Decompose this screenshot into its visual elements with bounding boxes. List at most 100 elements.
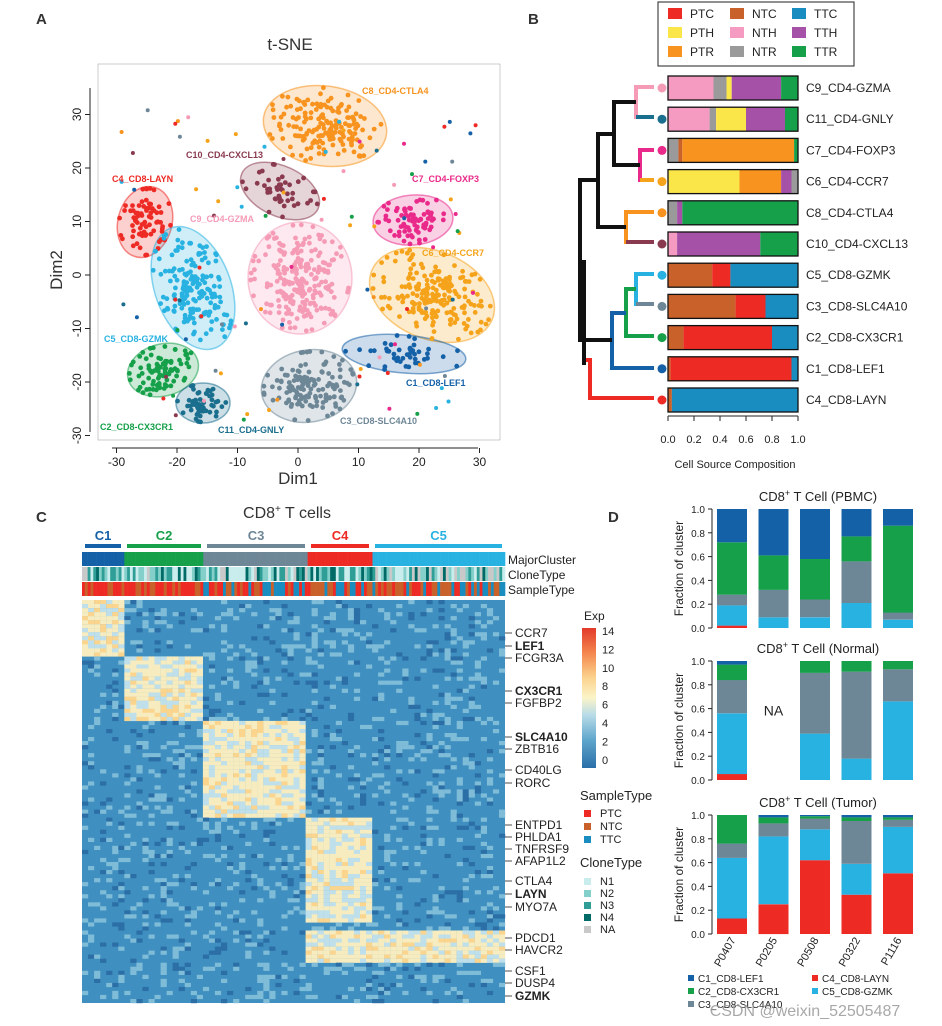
track-cell: [101, 582, 105, 596]
heatmap-cell: [353, 890, 361, 895]
heatmap-cell: [486, 938, 494, 943]
tsne-point: [256, 258, 262, 264]
heatmap-cell: [142, 624, 149, 629]
heatmap-cell: [88, 797, 95, 802]
heatmap-cell: [263, 999, 270, 1004]
heatmap-cell: [450, 765, 457, 770]
heatmap-cell: [426, 914, 433, 919]
heatmap-cell: [347, 833, 355, 838]
heatmap-cell: [118, 616, 125, 621]
fraction-segment-c5_cd8-gzmk: [841, 603, 872, 628]
track-cell: [127, 552, 131, 566]
heatmap-cell: [335, 950, 342, 955]
heatmap-cell: [396, 954, 403, 959]
heatmap-cell: [202, 720, 210, 726]
track-cell: [285, 567, 289, 581]
heatmap-cell: [281, 866, 288, 871]
tsne-point: [405, 233, 411, 239]
heatmap-cell: [275, 733, 282, 738]
heatmap-cell: [227, 612, 234, 617]
heatmap-cell: [275, 857, 282, 863]
heatmap-cell: [420, 757, 427, 762]
tsne-point: [130, 203, 135, 209]
heatmap-cell: [154, 660, 161, 665]
heatmap-cell: [335, 894, 342, 899]
fraction-segment-c5_cd8-gzmk: [883, 619, 913, 628]
heatmap-cell: [130, 672, 137, 677]
tsne-point: [338, 253, 344, 259]
heatmap-cell: [160, 797, 167, 802]
tsne-point: [401, 295, 406, 301]
heatmap-cell: [317, 926, 324, 931]
track-cell: [411, 582, 416, 596]
track-cell: [299, 582, 303, 596]
heatmap-cell: [227, 761, 234, 766]
heatmap-cell: [492, 934, 500, 939]
tsne-point: [299, 403, 305, 409]
heatmap-cell: [426, 954, 433, 959]
heatmap-cell: [293, 765, 300, 770]
tsne-point: [295, 385, 301, 390]
heatmap-cell: [456, 994, 463, 1000]
heatmap-cell: [329, 958, 336, 963]
tsne-point: [280, 136, 286, 141]
heatmap-cell: [480, 825, 487, 830]
heatmap-cell: [311, 624, 318, 629]
heatmap-cell: [480, 853, 487, 859]
fraction-segment-c5_cd8-gzmk: [883, 826, 913, 874]
track-cell: [273, 567, 277, 581]
track-cell: [239, 552, 244, 566]
heatmap-cell: [112, 616, 119, 621]
heatmap-cell: [317, 898, 324, 903]
heatmap-cell: [178, 720, 185, 726]
tsne-point: [151, 228, 157, 234]
tsne-outlier: [205, 138, 210, 143]
heatmap-cell: [202, 757, 210, 762]
heatmap-cell: [82, 970, 89, 975]
tsne-point: [330, 374, 335, 380]
heatmap-cell: [311, 910, 318, 915]
tsne-point: [425, 200, 430, 206]
heatmap-cell: [480, 958, 487, 963]
heatmap-cell: [245, 938, 252, 943]
tsne-point: [270, 384, 275, 390]
heatmap-cell: [287, 652, 294, 657]
heatmap-cell: [88, 761, 95, 766]
heatmap-cell: [353, 688, 361, 693]
tsne-outlier: [410, 172, 414, 177]
heatmap-cell: [275, 608, 282, 613]
heatmap-cell: [202, 853, 210, 859]
heatmap-cell: [323, 958, 330, 963]
heatmap-cell: [366, 894, 373, 899]
heatmap-cell: [172, 716, 179, 722]
heatmap-cell: [299, 672, 306, 677]
heatmap-cell: [347, 628, 355, 633]
track-cell: [268, 582, 272, 596]
heatmap-cell: [184, 849, 191, 855]
tsne-point: [327, 395, 333, 400]
heatmap-cell: [329, 845, 336, 850]
heatmap-cell: [275, 769, 282, 774]
heatmap-cell: [341, 878, 348, 883]
heatmap-cell: [347, 857, 355, 863]
track-cell: [256, 567, 260, 581]
heatmap-cell: [227, 781, 234, 786]
heatmap-cell: [341, 845, 348, 850]
heatmap-cell: [142, 954, 149, 959]
heatmap-cell: [208, 720, 216, 726]
track-cell: [307, 567, 311, 581]
heatmap-cell: [384, 660, 391, 665]
tsne-point: [422, 316, 428, 322]
heatmap-cell: [124, 857, 131, 863]
heatmap-cell: [221, 769, 228, 774]
heatmap-cell: [293, 769, 300, 774]
title-part: CD8: [757, 641, 783, 656]
heatmap-cell: [396, 902, 403, 907]
track-cell: [488, 552, 492, 566]
track-cell: [189, 582, 193, 596]
heatmap-cell: [287, 724, 294, 730]
heatmap-cell: [221, 946, 228, 951]
heatmap-cell: [444, 926, 451, 931]
heatmap-cell: [353, 930, 361, 935]
